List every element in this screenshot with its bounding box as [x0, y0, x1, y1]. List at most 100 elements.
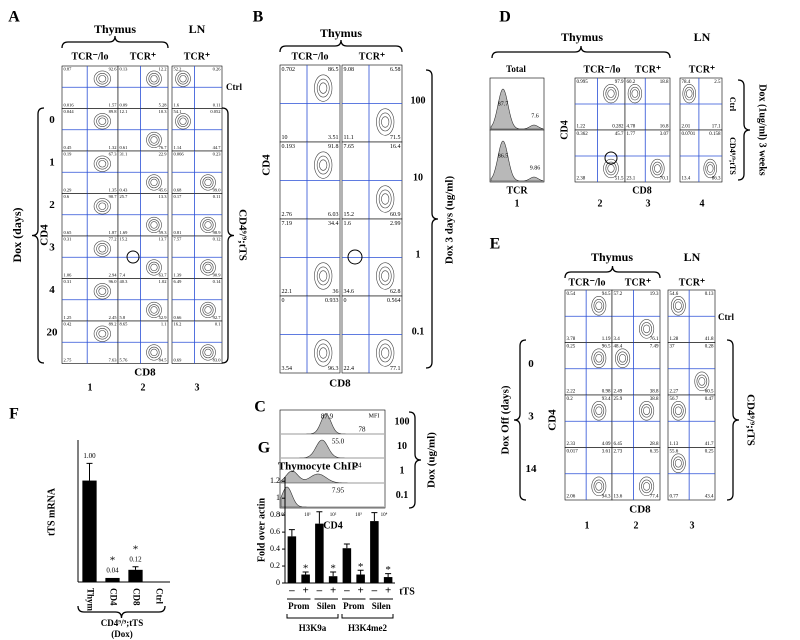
quadrant-percent: 5.28	[159, 102, 168, 107]
contour	[93, 283, 111, 300]
contour	[93, 155, 111, 172]
quadrant-percent: 18.8	[660, 80, 669, 85]
quadrant-percent: 60.5	[705, 390, 714, 395]
label: 100	[411, 95, 426, 106]
quadrant-percent: 1.25	[64, 315, 73, 320]
contour	[591, 348, 607, 368]
quadrant-percent: 1.87	[109, 230, 118, 235]
quadrant-percent: 13.3	[159, 194, 168, 199]
label: Silen	[372, 601, 391, 611]
histogram	[490, 140, 544, 182]
label: 10	[413, 172, 423, 183]
label: Thymus	[591, 250, 633, 264]
label: 4	[49, 284, 55, 296]
label: 87.9	[321, 413, 334, 421]
label: 2	[634, 520, 639, 531]
label: TCR⁻/lo	[569, 277, 606, 288]
brace	[513, 339, 527, 501]
error-bar	[385, 573, 392, 578]
value-label: 0.04	[106, 567, 119, 575]
quadrant-percent: 38.8	[650, 390, 659, 395]
label: Prom	[288, 601, 310, 611]
contour	[707, 164, 714, 173]
contour	[204, 306, 212, 314]
contour	[146, 259, 162, 276]
quadrant-percent: 22.1	[282, 289, 293, 295]
label: 100	[395, 416, 410, 427]
bar	[328, 576, 338, 583]
contour	[376, 339, 395, 367]
label: CD8	[632, 185, 651, 196]
label: 14	[526, 463, 538, 475]
label: 0	[528, 358, 534, 370]
contour	[684, 86, 695, 101]
quadrant-percent: 16.4	[390, 144, 401, 150]
contour	[314, 262, 333, 290]
contour	[595, 354, 603, 363]
bar	[287, 536, 297, 583]
quadrant-percent: 7.65	[344, 144, 355, 150]
contour	[179, 75, 187, 83]
quadrant-percent: 76.7	[159, 145, 168, 150]
quadrant-percent: 86.3	[712, 177, 721, 182]
quadrant-percent: 2.45	[109, 315, 118, 320]
quadrant-percent: 0	[282, 298, 285, 304]
contour	[654, 164, 661, 173]
bar	[356, 574, 365, 583]
label: TCR⁺	[184, 51, 210, 62]
contour	[673, 298, 684, 313]
quadrant-percent: 6.58	[390, 67, 401, 73]
contour	[200, 259, 216, 276]
contour	[200, 344, 216, 361]
quadrant-percent: 96.0	[109, 279, 118, 284]
highlight-circle	[347, 249, 363, 265]
label: tTS mRNA	[46, 487, 57, 536]
significance-mark: *	[110, 554, 116, 566]
value-label: 1.00	[83, 452, 96, 460]
quadrant-percent: 1.19	[602, 337, 611, 342]
panel-label: E	[490, 236, 501, 253]
contour	[98, 160, 107, 168]
contour	[150, 75, 158, 83]
contour	[319, 347, 328, 359]
quadrant-percent: 45.7	[615, 132, 624, 137]
x-tick-label: Thym	[85, 588, 95, 612]
quadrant-percent: 1.13	[670, 442, 679, 447]
contour	[96, 115, 109, 127]
contour	[378, 343, 392, 363]
quadrant-percent: 93.4	[602, 397, 611, 402]
quadrant-percent: 84.5	[159, 357, 168, 362]
quadrant-percent: 0.016	[64, 102, 75, 107]
contour	[96, 243, 109, 255]
quadrant-percent: 38.8	[650, 397, 659, 402]
label: Thymocyte ChIP	[278, 461, 359, 473]
significance-mark: *	[303, 563, 309, 575]
quadrant-percent: 0.995	[577, 80, 589, 85]
quadrant-percent: 51.5	[615, 177, 624, 182]
brace	[279, 39, 403, 53]
label: Thymus	[320, 26, 362, 40]
label: 1	[49, 157, 55, 169]
label: 9.86	[530, 165, 541, 171]
quadrant-percent: 0.362	[577, 132, 589, 137]
label: 3	[646, 198, 651, 209]
contour	[150, 348, 158, 357]
quadrant-percent: 6.35	[650, 450, 659, 455]
x-tick-label: +	[302, 585, 308, 597]
panel-label: F	[9, 406, 19, 423]
label: CD8	[629, 504, 651, 516]
label: 55.0	[332, 438, 345, 446]
label: Fold over actin	[256, 497, 267, 562]
quadrant-percent: 3.78	[567, 337, 576, 342]
quadrant-percent: 9.08	[344, 67, 355, 73]
x-tick-label: Ctrl	[154, 588, 164, 604]
quadrant-percent: 3.61	[602, 450, 611, 455]
quadrant-percent: 6.49	[174, 279, 183, 284]
quadrant-percent: 86.5	[328, 67, 339, 73]
label: 2	[49, 199, 55, 211]
contour	[381, 193, 390, 205]
label: 10¹	[304, 512, 311, 518]
quadrant-percent: 7.63	[109, 357, 118, 362]
quadrant-percent: 55.6	[670, 450, 679, 455]
quadrant-percent: 96.5	[602, 345, 611, 350]
